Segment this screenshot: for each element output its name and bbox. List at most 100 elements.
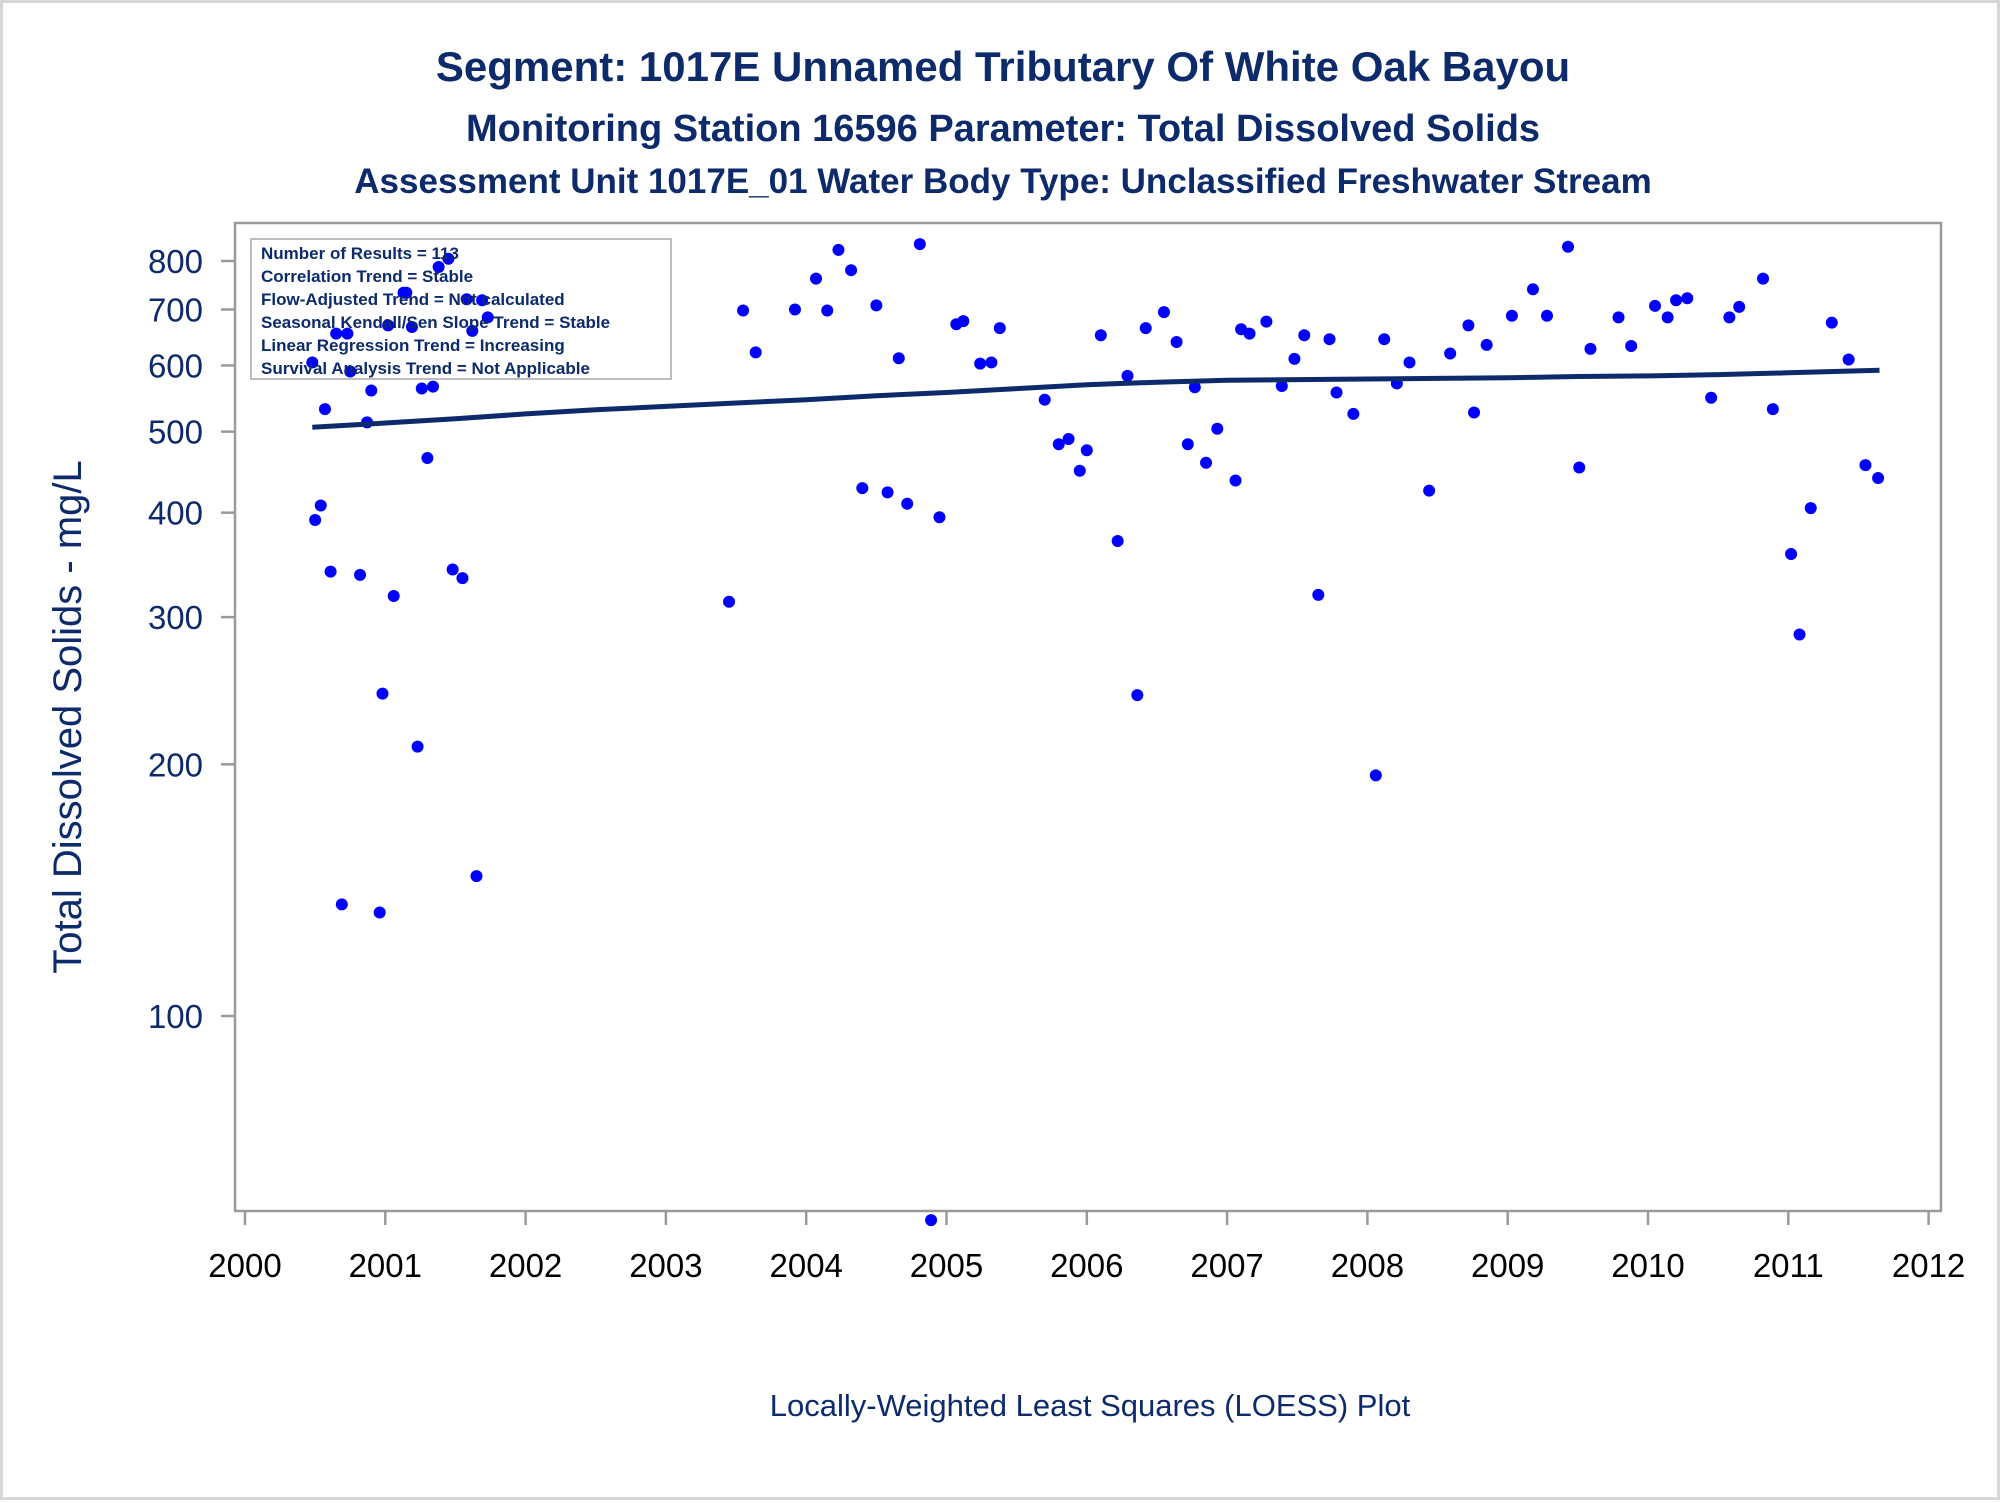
data-point (1842, 353, 1855, 366)
data-point (1188, 381, 1201, 394)
data-point (1584, 342, 1597, 355)
x-tick-label: 2002 (489, 1247, 562, 1284)
data-point (1681, 292, 1694, 305)
y-tick-label: 200 (148, 746, 203, 783)
data-point (1139, 322, 1152, 335)
data-point (1540, 309, 1553, 322)
data-point (1793, 628, 1806, 641)
info-survival-analysis-trend: Survival Analysis Trend = Not Applicable (261, 359, 590, 378)
y-tick-label: 500 (148, 414, 203, 451)
data-point (1229, 474, 1242, 487)
x-axis: 2000 2001 2002 2003 2004 2005 2006 2007 2008 2009… (208, 1211, 1965, 1284)
data-point (1288, 352, 1301, 365)
data-point (373, 906, 386, 919)
data-point (913, 238, 926, 251)
data-point (845, 264, 858, 277)
data-point (1121, 369, 1134, 382)
y-tick-label: 300 (148, 599, 203, 636)
data-point (427, 380, 440, 393)
data-point (1468, 406, 1481, 419)
data-point (1505, 309, 1518, 322)
info-box-border (250, 238, 672, 380)
data-point (405, 321, 418, 334)
data-point (723, 595, 736, 608)
data-point (810, 272, 823, 285)
data-point (421, 451, 434, 464)
data-point (1804, 502, 1817, 515)
data-point (925, 1214, 938, 1227)
info-correlation-trend: Correlation Trend = Stable (261, 267, 473, 286)
data-point (749, 346, 762, 359)
data-point (1260, 315, 1273, 328)
chart-canvas: Segment: 1017E Unnamed Tributary Of Whit… (46, 43, 1965, 1423)
x-tick-label: 2004 (769, 1247, 842, 1284)
x-tick-label: 2011 (1753, 1247, 1824, 1284)
data-point (1369, 769, 1382, 782)
data-point (1200, 456, 1213, 469)
data-point (985, 356, 998, 369)
data-point (1757, 272, 1770, 285)
data-point (1825, 316, 1838, 329)
data-point (1038, 393, 1051, 406)
data-point (306, 356, 319, 369)
data-point (314, 499, 327, 512)
data-point (387, 589, 400, 602)
data-point (1573, 461, 1586, 474)
data-point (432, 260, 445, 273)
data-point (737, 304, 750, 317)
data-point (1403, 356, 1416, 369)
data-point (1480, 338, 1493, 351)
data-point (901, 497, 914, 510)
info-flow-adjusted-trend: Flow-Adjusted Trend = Not calculated (261, 290, 565, 309)
data-point (1073, 464, 1086, 477)
data-point (1462, 319, 1475, 332)
data-point (411, 740, 424, 753)
y-tick-label: 100 (148, 998, 203, 1035)
data-point (1347, 407, 1360, 420)
data-point (376, 687, 389, 700)
x-tick-label: 2007 (1190, 1247, 1263, 1284)
data-point (1312, 588, 1325, 601)
x-tick-label: 2009 (1471, 1247, 1544, 1284)
data-point (1062, 432, 1075, 445)
x-tick-label: 2003 (629, 1247, 702, 1284)
data-point (1859, 459, 1872, 472)
info-number-of-results: Number of Results = 113 (261, 244, 459, 263)
data-point (1211, 422, 1224, 435)
data-point (470, 870, 483, 883)
chart-subtitle-2: Assessment Unit 1017E_01 Water Body Type… (354, 162, 1651, 201)
data-point (1323, 333, 1336, 346)
data-point (382, 319, 395, 332)
x-tick-label: 2010 (1611, 1247, 1684, 1284)
data-point (1705, 391, 1718, 404)
data-point (1131, 689, 1144, 702)
data-point (1612, 311, 1625, 324)
data-point (330, 327, 343, 340)
loess-line (312, 367, 1880, 430)
footnote: Locally-Weighted Least Squares (LOESS) P… (770, 1388, 1411, 1423)
data-point (993, 322, 1006, 335)
data-point (1872, 472, 1885, 485)
chart-title: Segment: 1017E Unnamed Tributary Of Whit… (436, 43, 1570, 90)
data-point (1243, 327, 1256, 340)
data-point (324, 565, 337, 578)
data-point (1766, 403, 1779, 416)
x-tick-label: 2006 (1050, 1247, 1123, 1284)
data-point (1526, 283, 1539, 296)
y-axis-label: Total Dissolved Solids - mg/L (46, 460, 90, 974)
data-point (1423, 484, 1436, 497)
data-point (1170, 336, 1183, 349)
data-point (400, 286, 413, 299)
data-point (354, 568, 367, 581)
data-point (1649, 299, 1662, 312)
x-tick-label: 2012 (1892, 1247, 1965, 1284)
data-point (341, 327, 354, 340)
y-tick-label: 800 (148, 243, 203, 280)
data-point (1330, 386, 1343, 399)
data-point (335, 898, 348, 911)
info-seasonal-kendall-trend: Seasonal Kendall/Sen Slope Trend = Stabl… (261, 313, 610, 332)
data-point (974, 357, 987, 370)
chart-subtitle: Monitoring Station 16596 Parameter: Tota… (466, 108, 1540, 150)
x-tick-label: 2005 (910, 1247, 983, 1284)
data-point (318, 403, 331, 416)
